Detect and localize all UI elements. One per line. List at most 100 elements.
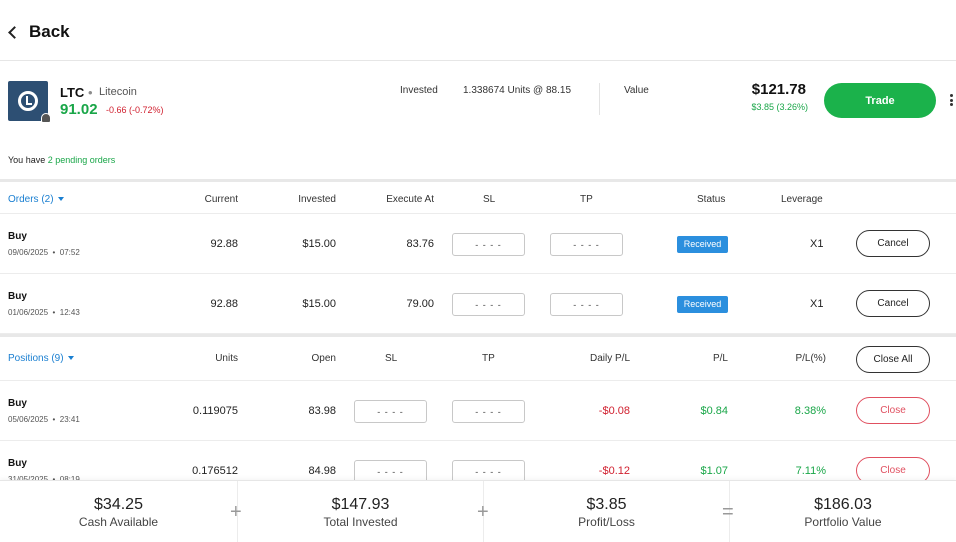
divider: [729, 481, 730, 542]
order-side: Buy: [8, 231, 27, 242]
col-units: Units: [215, 353, 238, 364]
position-pl-pct: 7.11%: [795, 465, 826, 477]
positions-title: Positions (9): [8, 353, 64, 364]
trade-button[interactable]: Trade: [824, 83, 936, 118]
position-daily-pl: -$0.08: [598, 405, 630, 417]
asset-price: 91.02: [60, 101, 98, 118]
cash-available-value: $34.25: [94, 496, 143, 513]
cancel-order-button[interactable]: Cancel: [856, 290, 930, 317]
order-invested: $15.00: [302, 298, 336, 310]
position-side: Buy: [8, 398, 27, 409]
cash-available-label: Cash Available: [78, 515, 159, 529]
order-side: Buy: [8, 291, 27, 302]
pending-prefix: You have: [8, 155, 48, 165]
portfolio-value-amount: $186.03: [814, 496, 872, 513]
position-datetime: 05/06/2025 • 23:41: [8, 415, 80, 424]
chevron-left-icon[interactable]: [8, 26, 21, 39]
divider: [237, 481, 238, 542]
cancel-order-button[interactable]: Cancel: [856, 230, 930, 257]
position-value: $121.78: [751, 81, 806, 98]
order-datetime: 09/06/2025 • 07:52: [8, 248, 80, 257]
profit-loss-label: Profit/Loss: [578, 515, 635, 529]
position-pl: $1.07: [700, 465, 728, 477]
section-divider: [0, 334, 956, 337]
order-invested: $15.00: [302, 238, 336, 250]
position-units: 0.119075: [192, 405, 238, 417]
col-pl: P/L: [712, 353, 728, 364]
position-open: 83.98: [308, 405, 336, 417]
asset-symbol: LTC: [60, 85, 85, 100]
position-value-change: $3.85 (3.26%): [751, 102, 808, 112]
col-tp: TP: [580, 194, 593, 205]
position-sl-input[interactable]: [354, 460, 427, 483]
order-leverage: X1: [810, 298, 824, 310]
asset-name: Litecoin: [99, 86, 137, 98]
invested-label: Invested: [400, 85, 438, 96]
order-tp-input[interactable]: [550, 293, 623, 316]
plus-icon: +: [477, 501, 489, 523]
order-time: 12:43: [59, 308, 80, 317]
order-execute-at: 83.76: [406, 238, 434, 250]
more-vertical-icon[interactable]: [950, 94, 953, 106]
total-invested-value: $147.93: [331, 496, 390, 513]
order-date: 01/06/2025: [8, 308, 49, 317]
col-tp: TP: [482, 353, 495, 364]
profit-loss: $3.85 Profit/Loss: [484, 481, 729, 542]
position-sl-input[interactable]: [354, 400, 427, 423]
col-open: Open: [311, 353, 336, 364]
asset-logo: [8, 81, 48, 121]
asset-change: -0.66 (-0.72%): [106, 105, 164, 115]
close-position-button[interactable]: Close: [856, 397, 930, 424]
order-row: Buy 01/06/2025 • 12:43 92.88 $15.00 79.0…: [0, 274, 956, 334]
top-bar: Back: [0, 4, 956, 61]
orders-header: Orders (2) Current Invested Execute At S…: [0, 182, 956, 214]
order-sl-input[interactable]: [452, 233, 525, 256]
col-status: Status: [697, 194, 726, 205]
order-current: 92.88: [210, 298, 238, 310]
position-datetime: 31/05/2025 • 08:19: [8, 475, 80, 484]
position-row: Buy 31/05/2025 • 08:19 0.176512 84.98 -$…: [0, 441, 956, 501]
divider: [599, 83, 600, 115]
position-open: 84.98: [308, 465, 336, 477]
position-time: 08:19: [60, 475, 80, 484]
position-row: Buy 05/06/2025 • 23:41 0.119075 83.98 -$…: [0, 381, 956, 441]
value-label: Value: [624, 85, 649, 96]
orders-dropdown[interactable]: Orders (2): [8, 194, 64, 205]
section-divider: [0, 179, 956, 182]
profit-loss-value: $3.85: [586, 496, 627, 513]
equals-icon: =: [722, 501, 734, 523]
col-invested: Invested: [298, 194, 336, 205]
plus-icon: +: [230, 501, 242, 523]
pending-orders-link[interactable]: 2 pending orders: [47, 155, 116, 165]
caret-down-icon: [67, 356, 74, 361]
pending-orders-note: You have 2 pending orders: [8, 155, 115, 165]
position-tp-input[interactable]: [452, 400, 525, 423]
cash-available: $34.25 Cash Available: [0, 481, 237, 542]
bell-icon[interactable]: [41, 113, 51, 123]
positions-dropdown[interactable]: Positions (9): [8, 353, 74, 364]
order-execute-at: 79.00: [406, 298, 434, 310]
status-badge: Received: [677, 236, 728, 253]
position-tp-input[interactable]: [452, 460, 525, 483]
col-current: Current: [204, 194, 238, 205]
portfolio-value-label: Portfolio Value: [804, 515, 882, 529]
order-datetime: 01/06/2025 • 12:43: [8, 308, 80, 317]
order-sl-input[interactable]: [452, 293, 525, 316]
position-pl-pct: 8.38%: [794, 405, 826, 417]
litecoin-logo-icon: [18, 91, 38, 111]
back-button[interactable]: Back: [29, 22, 70, 41]
portfolio-value: $186.03 Portfolio Value: [730, 481, 956, 542]
close-all-button[interactable]: Close All: [856, 346, 930, 373]
order-tp-input[interactable]: [550, 233, 623, 256]
invested-value: 1.338674 Units @ 88.15: [463, 85, 572, 96]
orders-title: Orders (2): [8, 194, 54, 205]
position-time: 23:41: [59, 415, 80, 424]
portfolio-summary-bar: $34.25 Cash Available + $147.93 Total In…: [0, 480, 956, 542]
position-pl: $0.84: [700, 405, 728, 417]
col-sl: SL: [483, 194, 496, 205]
caret-down-icon: [57, 197, 64, 202]
position-side: Buy: [8, 458, 27, 469]
order-current: 92.88: [210, 238, 238, 250]
order-time: 07:52: [59, 248, 80, 257]
position-date: 05/06/2025: [8, 415, 49, 424]
